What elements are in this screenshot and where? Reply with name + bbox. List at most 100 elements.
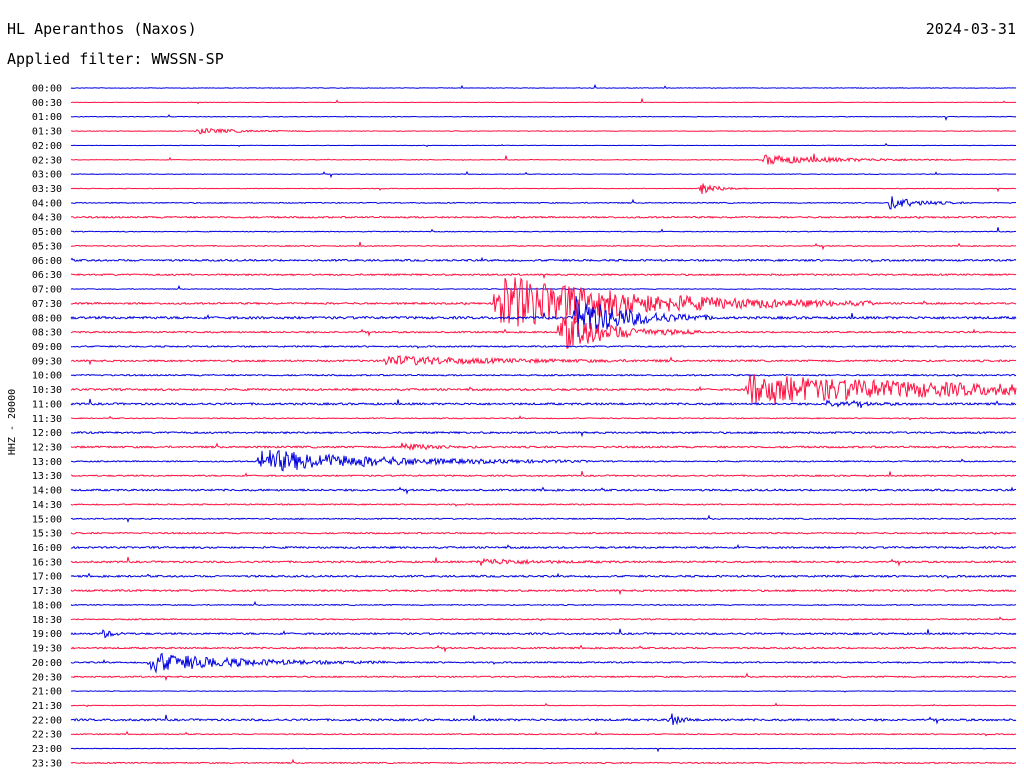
row-time-label: 04:30	[32, 213, 62, 224]
trace-line	[70, 241, 1017, 251]
row-time-label: 07:00	[32, 285, 62, 296]
row-time-label: 20:00	[32, 658, 62, 669]
row-time-label: 02:00	[32, 141, 62, 152]
trace-line	[70, 83, 1017, 89]
trace-line	[70, 256, 1017, 263]
filter-label: Applied filter: WWSSN-SP	[7, 50, 224, 68]
row-time-label: 00:30	[32, 98, 62, 109]
trace-line	[70, 374, 1017, 405]
row-time-label: 05:00	[32, 227, 62, 238]
row-time-label: 11:30	[32, 414, 62, 425]
row-time-label: 10:00	[32, 371, 62, 382]
row-time-label: 21:30	[32, 701, 62, 712]
trace-line	[70, 652, 1017, 674]
trace-line	[70, 142, 1017, 148]
trace-line	[70, 572, 1017, 579]
row-time-label: 12:00	[32, 428, 62, 439]
row-time-label: 07:30	[32, 299, 62, 310]
y-axis-label: HHZ - 20000	[7, 389, 18, 455]
row-time-label: 23:00	[32, 744, 62, 755]
row-time-label: 03:30	[32, 184, 62, 195]
trace-line	[70, 730, 1017, 737]
trace-line	[70, 127, 1017, 135]
row-time-label: 04:00	[32, 198, 62, 209]
trace-line	[70, 758, 1017, 765]
trace-line	[70, 747, 1017, 753]
row-time-label: 13:30	[32, 471, 62, 482]
row-time-label: 09:30	[32, 356, 62, 367]
trace-line	[70, 486, 1017, 495]
trace-line	[70, 114, 1017, 121]
trace-line	[70, 543, 1017, 550]
row-time-label: 10:30	[32, 385, 62, 396]
row-time-label: 01:30	[32, 127, 62, 138]
trace-line	[70, 644, 1017, 653]
row-time-label: 18:30	[32, 615, 62, 626]
trace-line	[70, 183, 1017, 195]
row-time-label: 19:00	[32, 629, 62, 640]
trace-line	[70, 588, 1017, 596]
trace-line	[71, 227, 1017, 233]
row-time-label: 02:30	[32, 155, 62, 166]
tick-label-group: 00:00 00:30 01:00 01:30 02:00 02:30 03:00 03:30…	[32, 84, 62, 770]
row-time-label: 00:00	[32, 84, 62, 95]
row-time-label: 14:00	[32, 486, 62, 497]
trace-group	[70, 83, 1017, 765]
trace-line	[70, 503, 1017, 507]
row-time-label: 17:30	[32, 586, 62, 597]
trace-line	[70, 442, 1017, 451]
row-time-label: 01:00	[32, 112, 62, 123]
row-time-label: 08:30	[32, 328, 62, 339]
row-time-label: 05:30	[32, 241, 62, 252]
trace-line	[70, 314, 1017, 349]
row-time-label: 16:30	[32, 557, 62, 568]
row-time-label: 06:00	[32, 256, 62, 267]
trace-line	[70, 196, 1017, 210]
trace-line	[70, 373, 1017, 378]
row-time-label: 21:00	[32, 687, 62, 698]
trace-line	[70, 556, 1017, 567]
row-time-label: 12:30	[32, 443, 62, 454]
trace-line	[70, 702, 1017, 708]
trace-line	[70, 295, 1017, 337]
trace-line	[70, 355, 1017, 366]
row-time-label: 19:30	[32, 644, 62, 655]
row-time-label: 08:00	[32, 313, 62, 324]
trace-line	[70, 514, 1017, 524]
station-title: HL Aperanthos (Naxos)	[7, 20, 197, 38]
row-time-label: 11:00	[32, 399, 62, 410]
row-time-label: 13:00	[32, 457, 62, 468]
trace-line	[70, 713, 1017, 726]
trace-line	[70, 273, 1017, 280]
trace-line	[70, 170, 1017, 179]
trace-line	[70, 344, 1017, 349]
trace-line	[70, 415, 1017, 421]
row-time-label: 15:30	[32, 529, 62, 540]
trace-line	[70, 97, 1017, 105]
trace-line	[70, 628, 1017, 639]
row-time-label: 22:30	[32, 730, 62, 741]
row-time-label: 17:00	[32, 572, 62, 583]
row-time-label: 09:00	[32, 342, 62, 353]
row-time-label: 16:00	[32, 543, 62, 554]
row-time-label: 23:30	[32, 758, 62, 769]
row-time-label: 06:30	[32, 270, 62, 281]
trace-line	[70, 449, 1017, 472]
trace-line	[70, 672, 1017, 682]
row-time-label: 03:00	[32, 170, 62, 181]
row-time-label: 15:00	[32, 514, 62, 525]
trace-line	[70, 470, 1017, 478]
trace-line	[70, 616, 1017, 622]
date-label: 2024-03-31	[925, 20, 1016, 38]
row-time-label: 22:00	[32, 715, 62, 726]
trace-line	[70, 600, 1017, 607]
row-time-label: 14:30	[32, 500, 62, 511]
trace-line	[70, 215, 1017, 220]
trace-line	[70, 277, 1017, 327]
row-time-label: 20:30	[32, 672, 62, 683]
trace-line	[70, 690, 1017, 693]
trace-line	[70, 153, 1017, 166]
trace-line	[70, 430, 1017, 438]
row-time-label: 18:00	[32, 600, 62, 611]
